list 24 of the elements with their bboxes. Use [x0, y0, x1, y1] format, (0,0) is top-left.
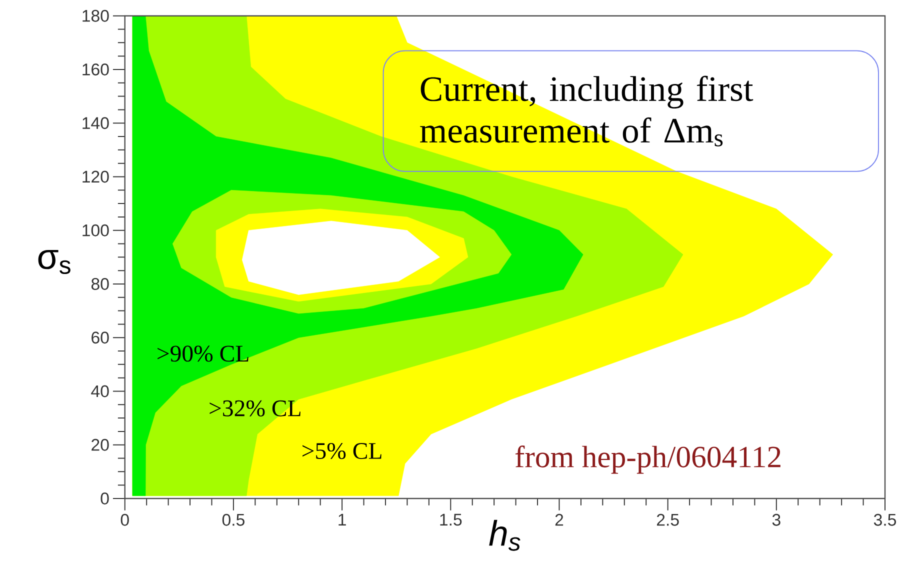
series-label: >5% CL [302, 443, 382, 460]
x-tick-label: 0.5 [222, 514, 244, 526]
y-axis-title: σ$_{s}$ [38, 250, 70, 274]
x-tick-label: 3.5 [874, 514, 896, 526]
series-label: >32% CL [210, 400, 300, 417]
y-tick-label: 0 [100, 492, 109, 505]
x-tick-label: 1 [338, 514, 346, 526]
y-tick-label: 80 [91, 278, 109, 290]
y-tick-label: 40 [91, 385, 109, 398]
x-tick-label: 2.5 [656, 514, 679, 526]
y-tick-label: 120 [82, 170, 109, 183]
x-tick-label: 2 [555, 514, 564, 526]
y-tick-label: 60 [92, 332, 109, 344]
x-tick-label: 3 [772, 514, 780, 526]
y-tick-label: 180 [82, 10, 109, 22]
y-tick-label: 140 [82, 117, 109, 130]
x-tick-label: 1.5 [440, 514, 462, 526]
y-tick-label: 20 [92, 439, 109, 451]
y-tick-label: 100 [82, 224, 109, 236]
x-tick-label: 0 [120, 514, 129, 526]
x-axis-title: h$_{s}$ [489, 520, 520, 551]
series-label: >90% CL [158, 346, 248, 362]
annotation: from hep-ph/0604112 [515, 446, 780, 474]
y-tick-label: 160 [82, 64, 109, 76]
